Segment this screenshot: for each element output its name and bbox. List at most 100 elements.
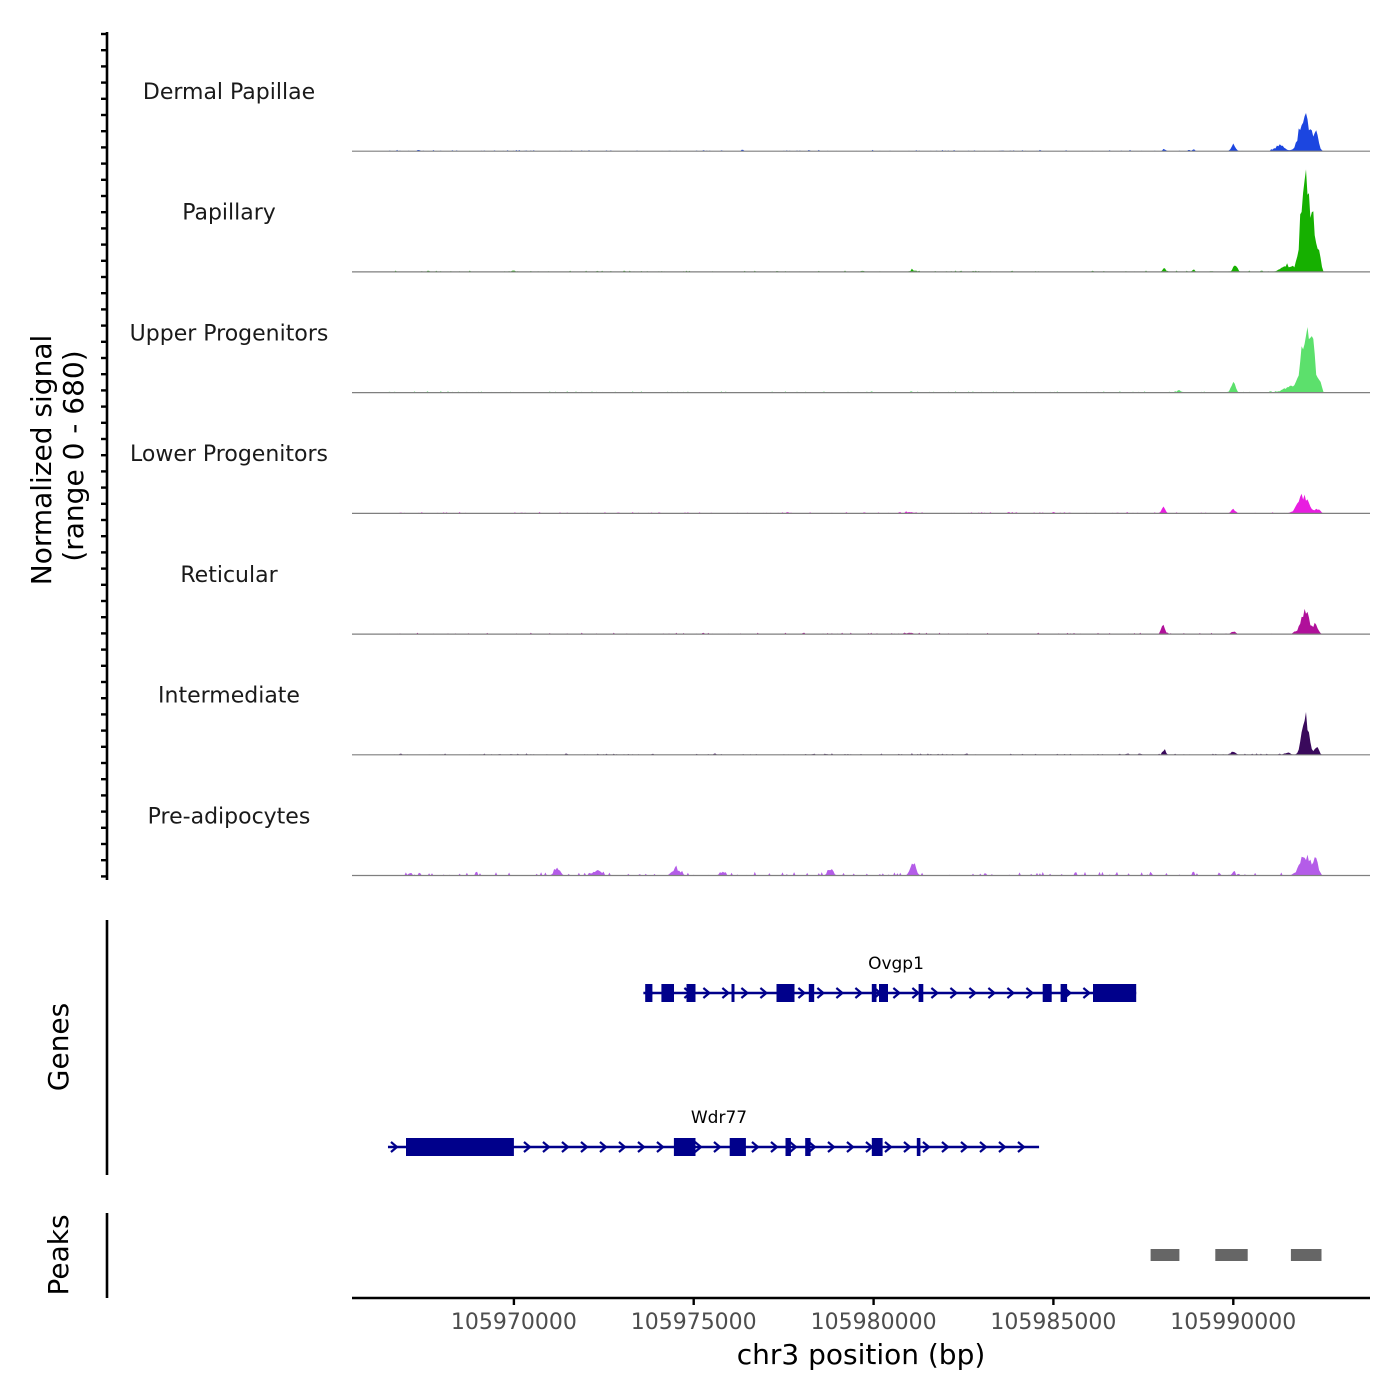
x-tick-label: 105975000 bbox=[631, 1310, 757, 1335]
coverage-area bbox=[352, 113, 1370, 152]
gene-exon bbox=[731, 984, 735, 1002]
strand-arrow bbox=[846, 1141, 855, 1153]
gene-exon bbox=[661, 984, 674, 1002]
coverage-track: Dermal Papillae bbox=[143, 80, 1370, 152]
peak-region bbox=[1290, 1249, 1322, 1261]
strand-arrow bbox=[1006, 987, 1016, 999]
track-label: Reticular bbox=[180, 563, 278, 588]
strand-arrow bbox=[892, 987, 902, 999]
strand-arrow bbox=[390, 1141, 399, 1153]
track-label: Pre-adipocytes bbox=[148, 804, 311, 829]
strand-arrow bbox=[930, 987, 940, 999]
gene-exon bbox=[1060, 984, 1068, 1002]
strand-arrow bbox=[835, 987, 845, 999]
strand-arrow bbox=[922, 1141, 931, 1153]
strand-arrow bbox=[580, 1141, 589, 1153]
peak-region bbox=[1215, 1249, 1248, 1261]
strand-arrow bbox=[808, 1141, 817, 1153]
gene-exon bbox=[785, 1138, 791, 1156]
coverage-area bbox=[352, 712, 1370, 755]
coverage-area bbox=[352, 493, 1370, 514]
coverage-y-axis bbox=[101, 32, 109, 880]
peak-region bbox=[1150, 1249, 1180, 1261]
gene-exon bbox=[879, 984, 888, 1002]
peaks-axis-title: Peaks bbox=[42, 1214, 75, 1295]
strand-arrow bbox=[789, 1141, 798, 1153]
x-tick-label: 105990000 bbox=[1170, 1310, 1296, 1335]
strand-arrow bbox=[759, 987, 769, 999]
peak-regions bbox=[1150, 1249, 1322, 1261]
coverage-y-axis-range: (range 0 - 680) bbox=[57, 350, 90, 561]
gene-exon bbox=[918, 984, 924, 1002]
strand-arrow bbox=[702, 987, 712, 999]
strand-arrow bbox=[656, 1141, 665, 1153]
x-tick-label: 105985000 bbox=[990, 1310, 1116, 1335]
coverage-y-axis-ticks bbox=[101, 32, 107, 878]
gene-exon bbox=[686, 984, 696, 1002]
coverage-track: Reticular bbox=[180, 563, 1370, 635]
strand-arrow bbox=[941, 1141, 950, 1153]
gene-exon bbox=[871, 984, 877, 1002]
strand-arrow bbox=[854, 987, 864, 999]
coverage-area bbox=[352, 608, 1370, 635]
strand-arrow bbox=[816, 987, 826, 999]
coverage-y-axis-title: Normalized signal bbox=[25, 335, 58, 586]
gene-exon bbox=[406, 1138, 514, 1156]
track-label: Dermal Papillae bbox=[143, 80, 315, 105]
strand-arrow bbox=[637, 1141, 646, 1153]
track-label: Intermediate bbox=[158, 684, 300, 709]
coverage-area bbox=[352, 854, 1370, 876]
coverage-track: Lower Progenitors bbox=[130, 442, 1370, 515]
track-label: Papillary bbox=[182, 201, 276, 226]
strand-arrow bbox=[1082, 987, 1092, 999]
strand-arrow bbox=[998, 1141, 1007, 1153]
x-tick-label: 105970000 bbox=[451, 1310, 577, 1335]
strand-arrow bbox=[561, 1141, 570, 1153]
strand-arrow bbox=[523, 1141, 532, 1153]
coverage-area bbox=[352, 327, 1370, 393]
strand-arrow bbox=[960, 1141, 969, 1153]
strand-arrow bbox=[770, 1141, 779, 1153]
strand-arrow bbox=[827, 1141, 836, 1153]
strand-arrow bbox=[911, 987, 921, 999]
gene-exon bbox=[673, 1138, 696, 1156]
strand-arrow bbox=[599, 1141, 608, 1153]
strand-arrow bbox=[903, 1141, 912, 1153]
gene-exon bbox=[645, 984, 653, 1002]
coverage-track: Upper Progenitors bbox=[130, 321, 1370, 394]
strand-arrow bbox=[694, 1141, 703, 1153]
gene-models: Ovgp1 Wdr77 bbox=[387, 954, 1137, 1156]
strand-arrow bbox=[1025, 987, 1035, 999]
strand-arrow bbox=[751, 1141, 760, 1153]
strand-arrow bbox=[797, 987, 807, 999]
coverage-track: Pre-adipocytes bbox=[148, 804, 1370, 877]
coverage-tracks: Dermal Papillae Papillary Upper Progenitor… bbox=[130, 80, 1370, 877]
strand-arrow bbox=[542, 1141, 551, 1153]
gene-exon bbox=[729, 1138, 746, 1156]
gene-exon bbox=[1093, 984, 1137, 1002]
gene-exon bbox=[805, 1138, 811, 1156]
gene-model: Wdr77 bbox=[387, 1108, 1040, 1156]
coverage-track: Intermediate bbox=[158, 684, 1370, 756]
gene-exon bbox=[1042, 984, 1052, 1002]
strand-arrow bbox=[740, 987, 750, 999]
strand-arrow bbox=[987, 987, 997, 999]
strand-arrow bbox=[968, 987, 978, 999]
track-label: Lower Progenitors bbox=[130, 442, 328, 467]
gene-exon bbox=[871, 1138, 883, 1156]
coverage-area bbox=[352, 169, 1370, 272]
gene-exon bbox=[808, 984, 815, 1002]
strand-arrow bbox=[949, 987, 959, 999]
x-tick-label: 105980000 bbox=[811, 1310, 937, 1335]
x-axis-title: chr3 position (bp) bbox=[737, 1338, 986, 1371]
x-axis-ticks: 105970000 105975000 105980000 105985000 1059… bbox=[451, 1298, 1296, 1335]
genes-axis-title: Genes bbox=[42, 1003, 75, 1091]
track-label: Upper Progenitors bbox=[130, 321, 329, 346]
gene-exon bbox=[916, 1138, 921, 1156]
strand-arrow bbox=[979, 1141, 988, 1153]
strand-arrow bbox=[884, 1141, 893, 1153]
strand-arrow bbox=[618, 1141, 627, 1153]
gene-exon bbox=[776, 984, 795, 1002]
strand-arrow bbox=[1017, 1141, 1026, 1153]
